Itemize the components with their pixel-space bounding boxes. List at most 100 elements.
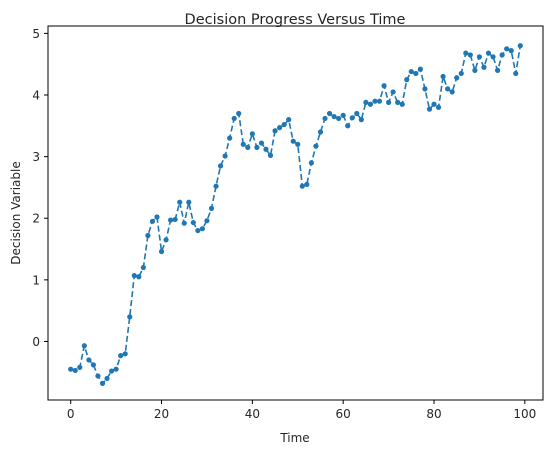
series-layer bbox=[68, 43, 523, 386]
data-point bbox=[131, 272, 137, 279]
data-point bbox=[331, 113, 337, 120]
plot-frame bbox=[47, 25, 544, 401]
data-point bbox=[445, 86, 451, 92]
data-point bbox=[72, 367, 78, 374]
data-point bbox=[136, 274, 142, 280]
data-point bbox=[281, 121, 287, 128]
y-tick-label: 2 bbox=[32, 212, 40, 226]
data-point bbox=[417, 66, 423, 72]
data-point bbox=[113, 366, 119, 372]
data-point bbox=[227, 135, 233, 141]
data-point bbox=[363, 99, 369, 105]
data-point bbox=[481, 64, 487, 70]
data-point bbox=[245, 144, 251, 150]
data-point bbox=[267, 152, 274, 158]
data-point bbox=[336, 115, 342, 122]
data-point bbox=[258, 140, 265, 146]
data-point bbox=[122, 351, 128, 357]
data-point bbox=[381, 83, 387, 89]
data-point bbox=[149, 218, 156, 224]
data-point bbox=[277, 125, 283, 131]
y-tick-label: 4 bbox=[32, 89, 40, 103]
x-tick-label: 100 bbox=[513, 407, 536, 421]
data-point bbox=[490, 54, 496, 60]
data-point bbox=[308, 160, 314, 166]
data-point bbox=[222, 153, 228, 159]
x-tick-label: 40 bbox=[245, 407, 260, 421]
data-point bbox=[413, 70, 419, 77]
y-tick-label: 0 bbox=[32, 335, 40, 349]
data-point bbox=[349, 115, 355, 121]
y-axis: 0 1 2 3 4 5 bbox=[32, 27, 48, 349]
data-point bbox=[494, 67, 501, 73]
data-point bbox=[322, 115, 328, 122]
data-point bbox=[517, 43, 523, 49]
data-point bbox=[485, 50, 492, 56]
data-point bbox=[145, 232, 151, 239]
data-point bbox=[426, 106, 433, 112]
x-tick-label: 60 bbox=[336, 407, 351, 421]
data-point bbox=[345, 123, 351, 129]
data-point bbox=[231, 115, 237, 122]
chart-title: Decision Progress Versus Time bbox=[185, 12, 406, 28]
data-point bbox=[304, 181, 310, 187]
data-point bbox=[326, 110, 333, 117]
y-axis-label: Decision Variable bbox=[9, 161, 23, 265]
data-point bbox=[186, 199, 192, 205]
data-point bbox=[172, 216, 178, 223]
x-axis: 0 20 40 60 80 100 bbox=[67, 400, 536, 421]
y-tick-label: 1 bbox=[32, 273, 40, 287]
data-point bbox=[217, 163, 224, 169]
x-tick-label: 20 bbox=[154, 407, 169, 421]
plot-area bbox=[47, 25, 544, 401]
data-point bbox=[404, 77, 410, 83]
data-point bbox=[158, 248, 165, 255]
data-point bbox=[313, 143, 319, 149]
data-point bbox=[272, 128, 278, 134]
data-point bbox=[354, 110, 360, 117]
data-point bbox=[358, 117, 364, 123]
data-point bbox=[372, 98, 378, 104]
data-point bbox=[168, 217, 174, 223]
data-point bbox=[367, 101, 374, 107]
data-point bbox=[240, 141, 246, 147]
data-point bbox=[236, 110, 242, 117]
data-point bbox=[177, 199, 183, 205]
data-point bbox=[204, 218, 210, 224]
data-point bbox=[386, 99, 392, 105]
data-point bbox=[108, 368, 115, 374]
data-point bbox=[317, 129, 324, 135]
data-point bbox=[458, 70, 464, 77]
data-point bbox=[68, 366, 74, 372]
data-point bbox=[118, 353, 124, 359]
data-point bbox=[99, 380, 106, 386]
data-point bbox=[376, 98, 383, 104]
series-0 bbox=[68, 43, 523, 386]
data-point bbox=[513, 70, 519, 77]
data-point bbox=[476, 54, 483, 60]
data-point bbox=[295, 141, 301, 147]
data-point bbox=[463, 50, 469, 56]
data-point bbox=[254, 144, 260, 150]
y-tick-label: 3 bbox=[32, 150, 40, 164]
data-point bbox=[467, 52, 473, 58]
data-point bbox=[440, 73, 446, 80]
data-point bbox=[77, 364, 83, 370]
data-point bbox=[140, 264, 146, 271]
data-point bbox=[431, 101, 437, 107]
x-tick-label: 80 bbox=[426, 407, 441, 421]
data-point bbox=[422, 86, 428, 92]
data-point bbox=[154, 214, 160, 220]
data-point bbox=[299, 183, 305, 189]
data-point bbox=[472, 67, 478, 73]
data-point bbox=[249, 131, 255, 137]
data-point bbox=[195, 227, 201, 234]
data-point bbox=[449, 89, 455, 95]
data-point bbox=[86, 357, 92, 363]
y-tick-label: 5 bbox=[32, 27, 40, 41]
data-point bbox=[290, 138, 296, 144]
x-axis-label: Time bbox=[279, 431, 309, 445]
data-point bbox=[504, 46, 510, 52]
data-point bbox=[508, 48, 514, 54]
